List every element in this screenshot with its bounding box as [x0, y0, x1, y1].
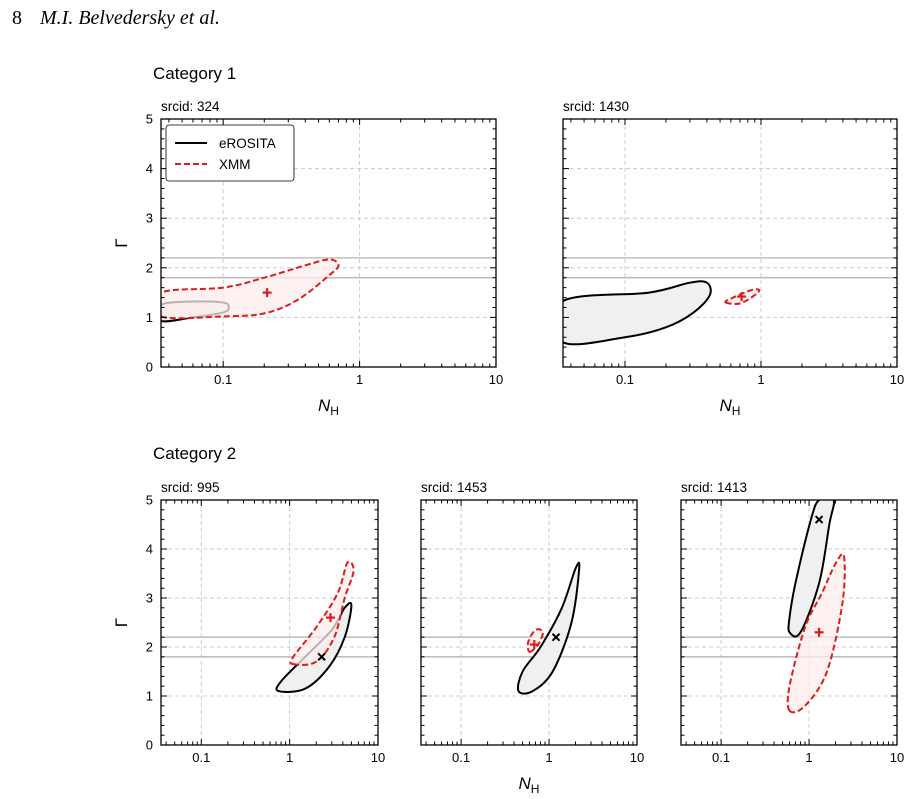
x-tick-label: 0.1 — [616, 372, 634, 387]
y-axis-label: Γ — [112, 238, 131, 247]
page-header: 8 M.I. Belvedersky et al. — [12, 7, 220, 30]
x-tick-label: 10 — [890, 372, 904, 387]
category-2-title: Category 2 — [153, 444, 237, 463]
y-tick-label: 3 — [146, 211, 153, 226]
x-axis-label: NH — [519, 774, 540, 796]
xmm-best-fit-marker — [325, 613, 335, 623]
erosita-best-fit-marker — [317, 652, 326, 662]
xmm-best-fit-marker — [814, 627, 824, 637]
xmm-best-fit-marker — [262, 288, 272, 298]
x-tick-label: 1 — [545, 750, 552, 765]
plot-frame — [420, 499, 638, 746]
y-tick-label: 4 — [146, 542, 153, 557]
y-tick-label: 5 — [146, 112, 153, 127]
page-number: 8 — [12, 7, 22, 29]
plot-frame — [160, 118, 497, 368]
erosita-contour — [516, 561, 581, 695]
xmm-contour — [161, 258, 340, 320]
x-tick-label: 10 — [630, 750, 644, 765]
y-tick-label: 5 — [146, 493, 153, 508]
y-tick-label: 4 — [146, 161, 153, 176]
y-tick-label: 3 — [146, 591, 153, 606]
x-tick-label: 1 — [757, 372, 764, 387]
erosita-best-fit-marker — [551, 632, 561, 642]
x-tick-label: 10 — [890, 750, 904, 765]
panel-title: srcid: 1453 — [421, 480, 487, 495]
x-axis-label: NH — [720, 396, 741, 418]
panel-3: 0.1 1 10 0 1 2 3 4 5 srcid: 995 Γ — [112, 480, 385, 765]
erosita-contour — [787, 500, 836, 638]
y-axis-label: Γ — [112, 618, 131, 627]
author-line: M.I. Belvedersky et al. — [40, 7, 220, 29]
y-tick-label: 0 — [146, 738, 153, 753]
legend-label: XMM — [219, 157, 251, 172]
plot-frame — [680, 499, 898, 746]
x-tick-label: 0.1 — [712, 750, 730, 765]
x-tick-label: 1 — [356, 372, 363, 387]
erosita-contour — [563, 280, 712, 346]
x-tick-label: 0.1 — [214, 372, 232, 387]
x-tick-label: 1 — [286, 750, 293, 765]
panel-title: srcid: 995 — [161, 480, 220, 495]
x-tick-label: 10 — [489, 372, 503, 387]
x-tick-label: 10 — [371, 750, 385, 765]
xmm-best-fit-marker — [529, 640, 539, 650]
x-tick-label: 0.1 — [452, 750, 470, 765]
category-1-title: Category 1 — [153, 64, 237, 83]
xmm-contour — [289, 560, 355, 666]
y-tick-label: 2 — [146, 640, 153, 655]
x-axis-label: NH — [318, 396, 339, 418]
y-tick-label: 2 — [146, 260, 153, 275]
y-tick-label: 1 — [146, 310, 153, 325]
plot-frame — [160, 499, 379, 746]
x-tick-label: 1 — [805, 750, 812, 765]
panel-title: srcid: 1413 — [681, 480, 747, 495]
xmm-best-fit-marker — [737, 292, 747, 302]
x-tick-label: 0.1 — [192, 750, 210, 765]
panel-title: srcid: 324 — [161, 99, 220, 114]
y-tick-label: 0 — [146, 360, 153, 375]
panel-2: 0.1 1 10 srcid: 1430 NH — [562, 99, 904, 418]
plot-frame — [562, 118, 898, 368]
panel-title: srcid: 1430 — [563, 99, 629, 114]
panel-5: 0.1 1 10 srcid: 1413 — [680, 480, 904, 765]
legend: eROSITA XMM — [165, 124, 295, 182]
panel-4: 0.1 1 10 srcid: 1453 NH — [420, 480, 644, 796]
erosita-best-fit-marker — [814, 515, 824, 524]
erosita-contour — [275, 601, 353, 693]
y-tick-label: 1 — [146, 689, 153, 704]
legend-label: eROSITA — [219, 136, 276, 151]
